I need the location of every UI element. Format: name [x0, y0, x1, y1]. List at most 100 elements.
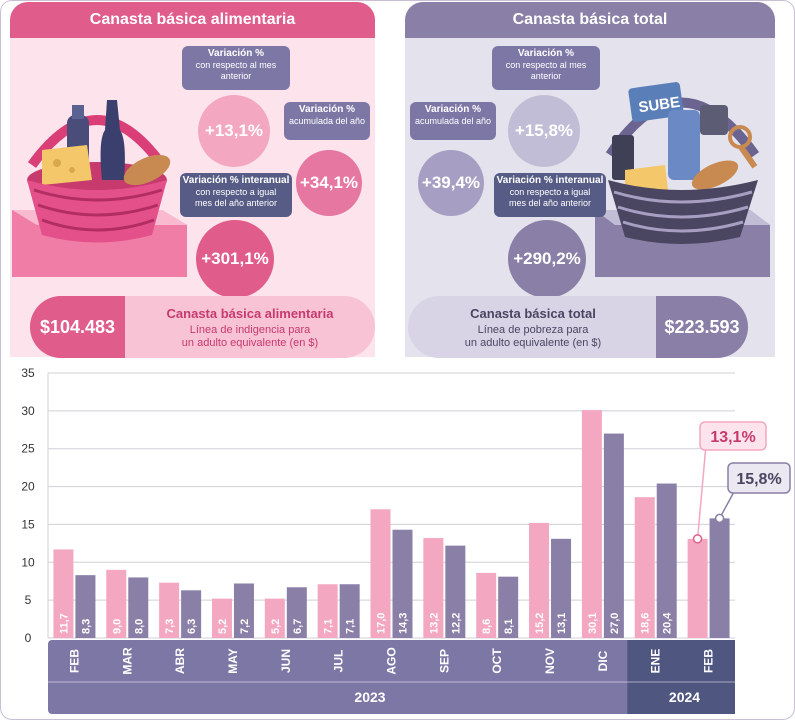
- cba-monthly-sub: con respecto al mes anterior: [195, 60, 277, 81]
- cba-accum-value: +34,1%: [299, 173, 359, 192]
- cbt-amount: $223.593: [656, 296, 748, 358]
- cbt-monthly-label-box: Variación % con respecto al mes anterior: [492, 46, 600, 90]
- cba-bar: [106, 569, 127, 638]
- bar-value-label: 6,7: [292, 619, 304, 634]
- cbt-bar: [392, 529, 413, 638]
- cba-panel-title: Canasta básica alimentaria: [10, 2, 375, 38]
- cbt-bar: [128, 577, 149, 638]
- month-label: FEB: [702, 649, 716, 673]
- y-tick-label: 15: [21, 517, 35, 531]
- y-axis-ticks: 0 5 10 15 20 25 30 35: [21, 366, 35, 645]
- sube-card-label: SUBE: [637, 94, 681, 117]
- y-tick-label: 35: [21, 366, 35, 380]
- cba-accum-label: Variación %: [298, 104, 356, 115]
- bar-value-label: 30,1: [587, 613, 599, 634]
- cbt-bar: [286, 587, 307, 638]
- cba-bar: [476, 572, 497, 638]
- cba-yoy-circle: +301,1%: [196, 220, 274, 298]
- month-label: ENE: [649, 649, 663, 674]
- bar-value-label: 15,2: [534, 613, 546, 634]
- chart-grid: [47, 372, 735, 639]
- bar-value-label: 18,6: [640, 613, 652, 634]
- cbt-yoy-value: +290,2%: [513, 249, 581, 268]
- cba-accum-sub: acumulada del año: [288, 116, 366, 126]
- month-label: DIC: [596, 650, 610, 671]
- y-tick-label: 0: [25, 631, 32, 645]
- cbt-accum-value: +39,4%: [421, 173, 481, 192]
- food-basket-illustration: [12, 100, 187, 277]
- bar-value-label: 11,7: [58, 613, 70, 634]
- cbt-bar: [339, 584, 360, 638]
- cbt-summary-pill: Canasta básica total Línea de pobreza pa…: [408, 296, 748, 358]
- bar-value-label: 8,0: [133, 619, 145, 634]
- cba-monthly-label-box: Variación % con respecto al mes anterior: [182, 46, 290, 90]
- bar-value-label: 9,0: [111, 619, 123, 634]
- cbt-bar: [709, 518, 730, 638]
- bar-value-label: 8,6: [481, 619, 493, 634]
- cba-bar: [264, 598, 285, 638]
- month-label: ABR: [173, 648, 187, 674]
- bar-value-label: 12,2: [450, 613, 462, 634]
- cbt-yoy-circle: +290,2%: [508, 220, 586, 298]
- year-label-2024: 2024: [668, 689, 701, 705]
- cbt-bar: [233, 583, 254, 638]
- cba-monthly-label: Variación %: [207, 48, 265, 59]
- bar-value-label: 13,1: [556, 613, 568, 634]
- chart-bars: 11,7 8,3 9,0 8,0 7,3 6,3 5,2 7,2 5,2 6,7 7,1 7,1 17,…: [53, 410, 730, 638]
- axis-band-2023: [48, 640, 735, 714]
- cba-bar: [687, 538, 708, 638]
- cbt-accum-label-box: Variación % acumulada del año: [410, 102, 496, 140]
- month-label: SEP: [437, 649, 451, 673]
- cba-bar: [423, 538, 444, 638]
- month-label: MAR: [120, 647, 134, 675]
- cba-bar: [211, 598, 232, 638]
- cbt-monthly-circle: +15,8%: [508, 95, 580, 167]
- cba-yoy-sub: con respecto a igual mes del año anterio…: [194, 187, 278, 208]
- y-tick-label: 5: [25, 593, 32, 607]
- month-label: AGO: [385, 647, 399, 674]
- cbt-yoy-label-box: Variación % interanual con respecto a ig…: [494, 173, 606, 217]
- bar-value-label: 7,3: [164, 619, 176, 634]
- bar-value-label: 6,3: [186, 619, 198, 634]
- cba-bar: [53, 549, 74, 638]
- cba-summary-desc-2: un adulto equivalente (en $): [181, 337, 319, 349]
- month-label: OCT: [490, 648, 504, 674]
- cba-callout-value: 13,1%: [710, 429, 755, 446]
- cba-yoy-label-box: Variación % interanual con respecto a ig…: [180, 173, 292, 217]
- bar-value-label: 27,0: [609, 613, 621, 634]
- cba-bar: [634, 497, 655, 638]
- cbt-monthly-label: Variación %: [517, 48, 575, 59]
- bar-value-label: 13,2: [428, 613, 440, 634]
- cba-monthly-circle: +13,1%: [198, 95, 270, 167]
- bar-value-label: 7,1: [323, 619, 335, 634]
- cba-bar: [581, 410, 602, 638]
- cba-bar: [529, 522, 550, 638]
- month-axis-band: FEB MAR ABR MAY JUN JUL AGO SEP OCT NOV DIC ENE FEB: [48, 640, 735, 714]
- bar-value-label: 7,1: [345, 619, 357, 634]
- cba-yoy-value: +301,1%: [201, 249, 269, 268]
- cba-bar: [317, 584, 338, 638]
- cba-callout-point: [692, 534, 703, 544]
- cba-callout-line: [696, 444, 707, 539]
- bar-value-label: 5,2: [217, 619, 229, 634]
- cba-callout-box: [699, 421, 767, 451]
- cbt-yoy-sub: con respecto a igual mes del año anterio…: [508, 187, 592, 208]
- year-label-2023: 2023: [354, 689, 386, 705]
- cbt-accum-sub: acumulada del año: [414, 116, 492, 126]
- cbt-callout-line: [718, 489, 736, 519]
- cba-summary-pill: $104.483 Canasta básica alimentaria Líne…: [30, 296, 375, 358]
- cbt-monthly-value: +15,8%: [514, 121, 574, 140]
- cba-accum-circle: +34,1%: [296, 150, 362, 216]
- cbt-summary-title: Canasta básica total: [470, 306, 596, 321]
- cbt-monthly-sub: con respecto al mes anterior: [505, 60, 587, 81]
- chart-callouts: 13,1% 15,8%: [692, 421, 791, 544]
- cbt-summary-desc-2: un adulto equivalente (en $): [464, 337, 602, 349]
- cbt-bar: [656, 483, 677, 638]
- month-label: FEB: [67, 649, 81, 673]
- cbt-callout-point: [714, 513, 725, 524]
- y-tick-label: 30: [21, 404, 35, 418]
- cbt-bar: [551, 538, 572, 638]
- cba-accum-label-box: Variación % acumulada del año: [284, 102, 370, 140]
- cbt-callout-value: 15,8%: [736, 471, 781, 488]
